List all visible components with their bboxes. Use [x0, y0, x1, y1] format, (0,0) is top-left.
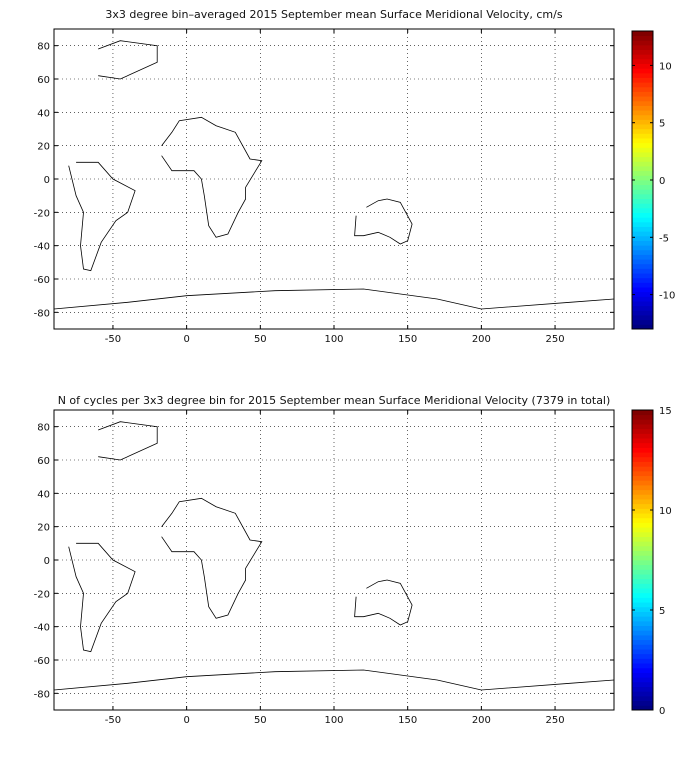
colorbar-swatch [632, 245, 653, 251]
colorbar-swatch [632, 58, 653, 64]
colorbar-swatch [632, 133, 653, 139]
colorbar-swatch [632, 315, 653, 321]
y-tick-label: -20 [34, 208, 50, 219]
x-tick-label: 50 [254, 334, 267, 345]
y-tick-label: -60 [34, 275, 50, 286]
y-tick-label: 60 [37, 75, 50, 86]
colorbar-swatch [632, 180, 653, 186]
coastlines [53, 40, 615, 310]
colorbar-swatch [632, 231, 653, 237]
colorbar-tick-label: 10 [659, 61, 672, 72]
colorbar-swatch [632, 91, 653, 97]
colorbar-swatch [632, 263, 653, 269]
colorbar-swatch [632, 40, 653, 46]
colorbar-swatch [632, 105, 653, 111]
colorbar-swatch [632, 114, 653, 120]
colorbar-swatch [632, 100, 653, 106]
colorbar-swatch [632, 273, 653, 279]
colorbar-swatch [632, 49, 653, 55]
colorbar-swatch [632, 189, 653, 195]
colorbar-swatch [632, 291, 653, 297]
colorbar: 10 5 0 -5 -10 [631, 30, 675, 330]
colorbar-swatch [632, 68, 653, 74]
colorbar-tick-label: 0 [659, 176, 665, 187]
colorbar-swatch [632, 282, 653, 288]
colorbar-swatch [632, 301, 653, 307]
x-tick-label: -50 [105, 334, 121, 345]
colorbar-tick-label: 5 [659, 119, 665, 130]
colorbar-swatch [632, 31, 653, 37]
grid-lines [54, 29, 614, 329]
colorbar-swatch [632, 72, 653, 78]
velocity-map-panel: 3x3 degree bin–averaged 2015 September m… [34, 8, 676, 345]
colorbar-swatch [632, 296, 653, 302]
x-tick-label: 200 [472, 334, 491, 345]
y-tick-label: -40 [34, 242, 50, 253]
colorbar-tick-label: -5 [659, 233, 669, 244]
colorbar-swatch [632, 268, 653, 274]
colorbar-swatch [632, 221, 653, 227]
colorbar-swatch [632, 138, 653, 144]
colorbar-swatch [632, 259, 653, 265]
colorbar-swatch [632, 212, 653, 218]
colorbar-swatch [632, 249, 653, 255]
x-tick-label: 150 [398, 334, 417, 345]
y-tick-label: 20 [37, 142, 50, 153]
colorbar-swatch [632, 86, 653, 92]
colorbar-swatch [632, 203, 653, 209]
colorbar-swatch [632, 217, 653, 223]
velocity-map-title: 3x3 degree bin–averaged 2015 September m… [105, 8, 563, 21]
colorbar-swatch [632, 170, 653, 176]
y-tick-label: 0 [44, 175, 50, 186]
colorbar-swatch [632, 175, 653, 181]
colorbar-swatch [632, 254, 653, 260]
colorbar-swatch [632, 110, 653, 116]
colorbar-swatch [632, 207, 653, 213]
y-tick-label: 80 [37, 42, 50, 53]
colorbar-swatch [632, 184, 653, 190]
colorbar-swatch [632, 54, 653, 60]
colorbar-swatch [632, 277, 653, 283]
x-tick-label: 250 [546, 334, 565, 345]
colorbar-swatch [632, 35, 653, 41]
colorbar-swatch [632, 128, 653, 134]
colorbar-swatch [632, 226, 653, 232]
colorbar-swatch [632, 142, 653, 148]
colorbar-swatch [632, 161, 653, 167]
colorbar-swatch [632, 124, 653, 130]
colorbar-swatch [632, 82, 653, 88]
x-tick-label: 100 [324, 334, 343, 345]
x-tick-label: 0 [183, 334, 189, 345]
cycles-map-panel: N of cycles per 3x3 degree bin for 2015 … [0, 380, 696, 760]
colorbar-tick-label: -10 [659, 291, 675, 302]
colorbar-swatch [632, 63, 653, 69]
colorbar-swatch [632, 77, 653, 83]
colorbar-swatch [632, 193, 653, 200]
y-tick-label: -80 [34, 308, 50, 319]
cycles-map-title: N of cycles per 3x3 degree bin for 2015 … [57, 394, 611, 407]
colorbar-swatch [632, 96, 653, 102]
colorbar-swatch [632, 305, 653, 311]
colorbar-swatch [632, 287, 653, 293]
colorbar-swatch [632, 319, 653, 325]
y-tick-label: 40 [37, 108, 50, 119]
colorbar-swatch [632, 198, 653, 204]
velocity-map-chart: -50 0 50 100 150 200 250806040200-20-40-60-801… [34, 28, 675, 345]
colorbar-swatch [632, 156, 653, 162]
colorbar-swatch [632, 147, 653, 153]
colorbar-swatch [632, 240, 653, 246]
colorbar-swatch [632, 324, 653, 330]
colorbar-swatch [632, 44, 653, 51]
colorbar-swatch [632, 310, 653, 316]
colorbar-swatch [632, 119, 653, 125]
colorbar-swatch [632, 235, 653, 241]
cycles-map-chart: -50 0 50 100 150 200 250806040200-20-40-60-801… [34, 406, 672, 726]
colorbar-swatch [632, 166, 653, 172]
colorbar-swatch [632, 152, 653, 158]
